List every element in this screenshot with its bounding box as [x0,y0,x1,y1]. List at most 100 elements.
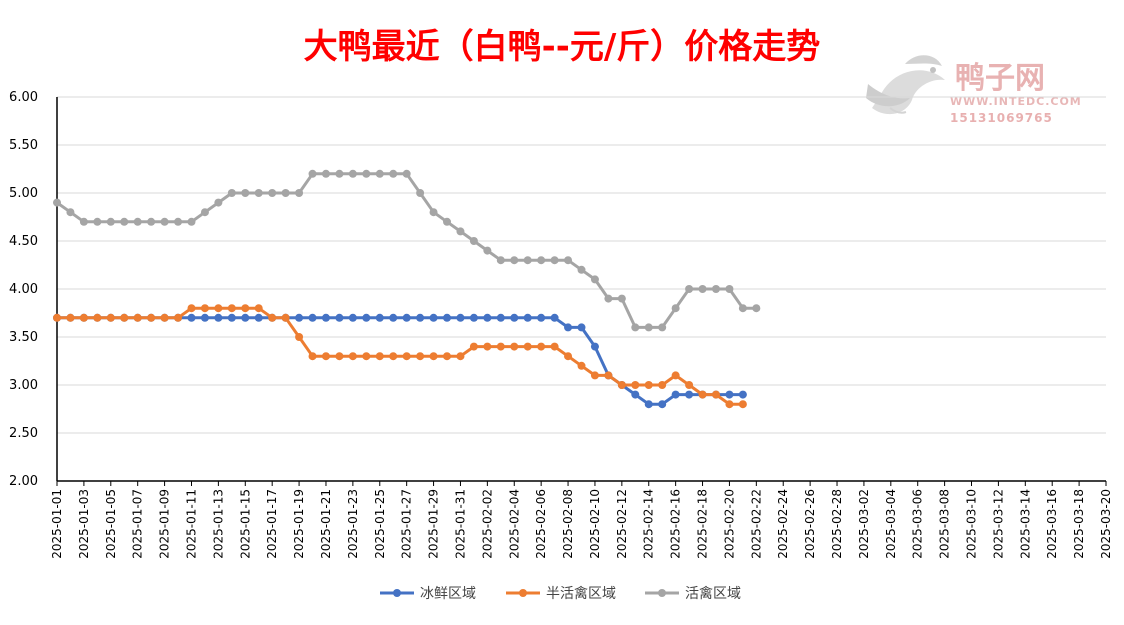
data-point [523,342,532,351]
data-point [147,313,156,322]
data-point [469,313,478,322]
y-tick-label: 3.50 [9,330,38,345]
legend-swatch-marker [519,589,527,597]
data-point [187,217,196,226]
data-point [174,313,183,322]
chart-title: 大鸭最近（白鸭--元/斤）价格走势 [304,27,821,67]
legend-swatch-marker [658,589,666,597]
data-point [241,304,250,313]
x-tick-label: 2025-01-23 [346,489,360,559]
x-tick-label: 2025-03-06 [911,489,925,559]
data-point [308,169,317,178]
data-point [295,313,304,322]
x-tick-label: 2025-03-18 [1072,489,1086,559]
data-point [187,304,196,313]
data-point [200,304,209,313]
data-point [738,304,747,313]
data-point [133,217,142,226]
watermark-phone: 15131069765 [950,111,1053,125]
data-point [577,323,586,332]
legend-label: 半活禽区域 [546,585,616,602]
data-point [698,285,707,293]
data-point [295,333,304,341]
x-tick-label: 2025-01-25 [373,489,387,559]
data-point [429,352,438,361]
data-point [227,189,236,197]
y-tick-label: 2.00 [9,474,38,489]
data-point [510,313,519,322]
data-point [321,313,330,322]
x-tick-label: 2025-01-05 [104,489,118,559]
x-tick-label: 2025-02-24 [776,489,790,559]
x-tick-label: 2025-03-14 [1018,489,1032,559]
data-point [590,342,599,351]
legend: 冰鲜区域 半活禽区域 活禽区域 [380,585,741,602]
data-point [416,313,425,322]
data-point [375,352,384,361]
data-point [550,342,559,351]
legend-item: 半活禽区域 [506,585,616,602]
legend-label: 冰鲜区域 [420,586,476,602]
data-point [241,189,250,197]
data-point [604,371,613,380]
x-tick-label: 2025-02-20 [722,489,736,559]
duck-logo-icon [866,55,945,115]
data-point [671,304,680,313]
legend-swatch-marker [393,589,401,597]
data-point [268,313,277,322]
x-tick-label: 2025-03-04 [884,489,898,559]
data-point [456,227,465,236]
data-point [590,371,599,380]
y-tick-label: 5.00 [9,186,38,201]
series-3 [53,169,761,332]
data-point [752,304,761,313]
y-tick-label: 2.50 [9,426,38,441]
data-point [564,352,573,361]
data-point [550,313,559,322]
data-point [214,198,223,207]
x-tick-label: 2025-02-22 [749,489,763,559]
data-point [120,313,129,322]
data-point [362,313,371,322]
x-tick-label: 2025-02-12 [615,489,629,559]
axes [56,97,1106,482]
data-point [537,313,546,322]
data-point [187,313,196,322]
data-point [685,390,694,399]
data-point [537,256,546,265]
data-point [671,390,680,399]
data-point [402,352,411,361]
data-point [93,313,102,322]
data-point [631,323,640,332]
x-tick-label: 2025-01-01 [50,489,64,559]
data-point [738,390,747,399]
data-point [335,169,344,178]
data-point [106,313,115,322]
x-tick-label: 2025-01-21 [319,489,333,559]
x-tick-label: 2025-01-09 [158,489,172,559]
data-point [200,208,209,217]
data-point [106,217,115,226]
x-tick-label: 2025-02-04 [507,489,521,559]
data-point [93,217,102,226]
data-point [564,256,573,265]
data-point [510,256,519,265]
x-tick-label: 2025-02-10 [588,489,602,559]
data-point [685,381,694,389]
data-point [295,189,304,197]
data-point [281,189,290,197]
data-point [523,256,532,265]
data-point [321,352,330,361]
data-point [66,313,75,322]
y-tick-label: 5.50 [9,138,38,153]
data-point [617,381,626,389]
data-point [644,400,653,409]
data-point [362,169,371,178]
data-point [564,323,573,332]
data-point [725,285,734,293]
data-point [335,313,344,322]
x-tick-label: 2025-01-13 [211,489,225,559]
data-point [725,400,734,409]
x-tick-label: 2025-02-02 [480,489,494,559]
